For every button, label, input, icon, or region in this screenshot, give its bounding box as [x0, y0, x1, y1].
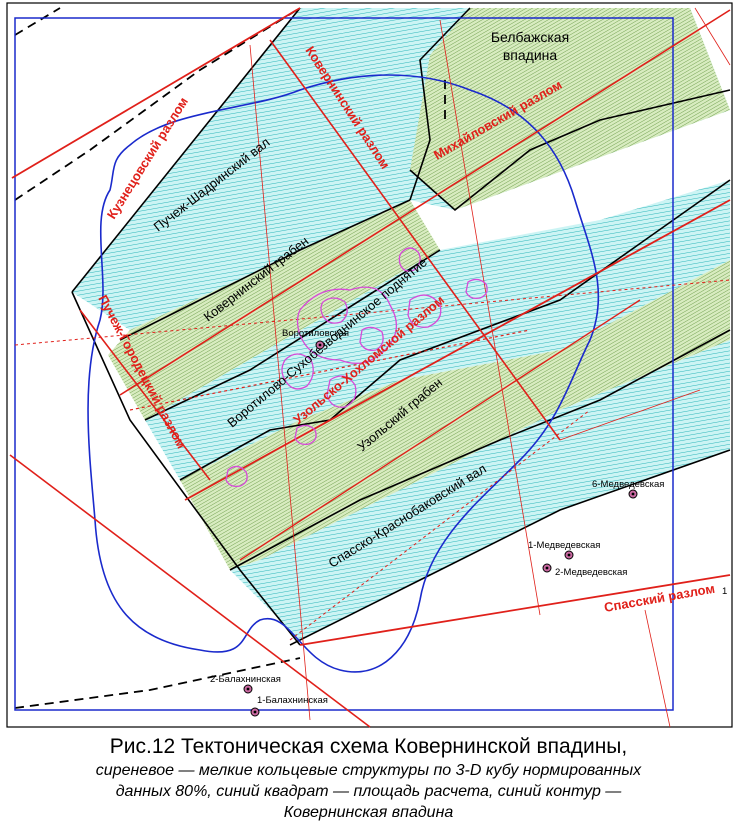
fault-line	[119, 9, 731, 396]
calculation-area-square	[14, 17, 674, 711]
ring-structures	[225, 247, 488, 488]
zone-puchezh-shadrinsky-val	[72, 8, 410, 330]
fault-line	[184, 199, 731, 501]
wells: Воротиловская 6-Медведевская 1-Медведевс…	[210, 328, 664, 717]
fault-line	[299, 574, 731, 646]
fault-line	[9, 454, 371, 728]
caption-subtitle-line2: данных 80%, синий квадрат — площадь расч…	[115, 783, 622, 800]
fault-line	[129, 329, 531, 411]
boundary-line	[289, 449, 731, 646]
ring-structure	[320, 297, 348, 324]
ring-structure	[398, 247, 421, 272]
tectonic-zones	[72, 8, 730, 640]
ring-structure	[359, 326, 384, 351]
tectonic-map: Белбажская впадина Пучеж-Шадринский вал …	[6, 2, 733, 728]
fault-line	[559, 389, 701, 441]
well-marker	[631, 492, 635, 496]
boundary-line	[119, 199, 411, 341]
ring-structure	[225, 465, 248, 488]
zone-boundaries	[71, 7, 731, 646]
well-marker	[545, 566, 549, 570]
ring-structure	[294, 424, 317, 446]
fault-line	[11, 7, 301, 179]
faults	[9, 7, 731, 728]
well-marker	[567, 553, 571, 557]
ring-structure	[407, 294, 442, 328]
fault-line	[239, 299, 641, 561]
boundary-line	[71, 7, 301, 293]
fault-line	[249, 44, 311, 721]
dashed-lines	[14, 7, 446, 709]
boundary-line	[71, 291, 301, 646]
ring-structure	[326, 375, 357, 408]
zone-belbazh-green	[410, 8, 730, 210]
fault-line	[269, 39, 561, 441]
ring-structure	[465, 278, 488, 300]
fault-line	[79, 309, 211, 481]
ring-structure	[296, 286, 397, 364]
fault-line	[439, 19, 541, 616]
label-well-balakhninskaya-2: 2-Балахнинская	[210, 674, 281, 685]
fault-line	[694, 7, 731, 66]
label-belbazh-line2: впадина	[503, 47, 558, 63]
dashed-line	[14, 7, 61, 36]
well-marker	[253, 710, 257, 714]
label-well-medvedevskaya-6: 6-Медведевская	[592, 479, 664, 490]
zone-koverninsky-graben	[108, 200, 440, 420]
well-marker	[246, 687, 250, 691]
edge-mark: 1	[722, 586, 727, 597]
boundary-line	[409, 7, 471, 201]
depression-contour	[87, 74, 600, 673]
boundary-line	[229, 329, 731, 571]
caption-subtitle-line3: Ковернинская впадина	[283, 804, 454, 821]
zone-spassko-val	[230, 340, 730, 640]
caption-subtitle-line1: сиреневое — мелкие кольцевые структуры п…	[95, 762, 642, 779]
fault-line	[644, 609, 671, 728]
label-well-vorotilovskaya: Воротиловская	[282, 328, 349, 339]
label-well-balakhninskaya-1: 1-Балахнинская	[257, 695, 328, 706]
boundary-line	[179, 179, 731, 481]
zone-vorotilovo-rise	[145, 180, 730, 480]
caption-title: Рис.12 Тектоническая схема Ковернинской …	[109, 735, 628, 758]
label-belbazh-line1: Белбажская	[491, 29, 569, 45]
figure-caption: Рис.12 Тектоническая схема Ковернинской …	[0, 734, 737, 823]
zone-uzolsky-graben	[180, 260, 730, 570]
well-marker	[318, 343, 322, 347]
ring-structure	[281, 353, 314, 390]
dashed-line	[14, 657, 301, 709]
boundary-line	[409, 89, 731, 212]
label-well-medvedevskaya-1: 1-Медведевская	[528, 540, 600, 551]
label-well-medvedevskaya-2: 2-Медведевская	[555, 567, 627, 578]
dashed-line	[14, 7, 301, 201]
